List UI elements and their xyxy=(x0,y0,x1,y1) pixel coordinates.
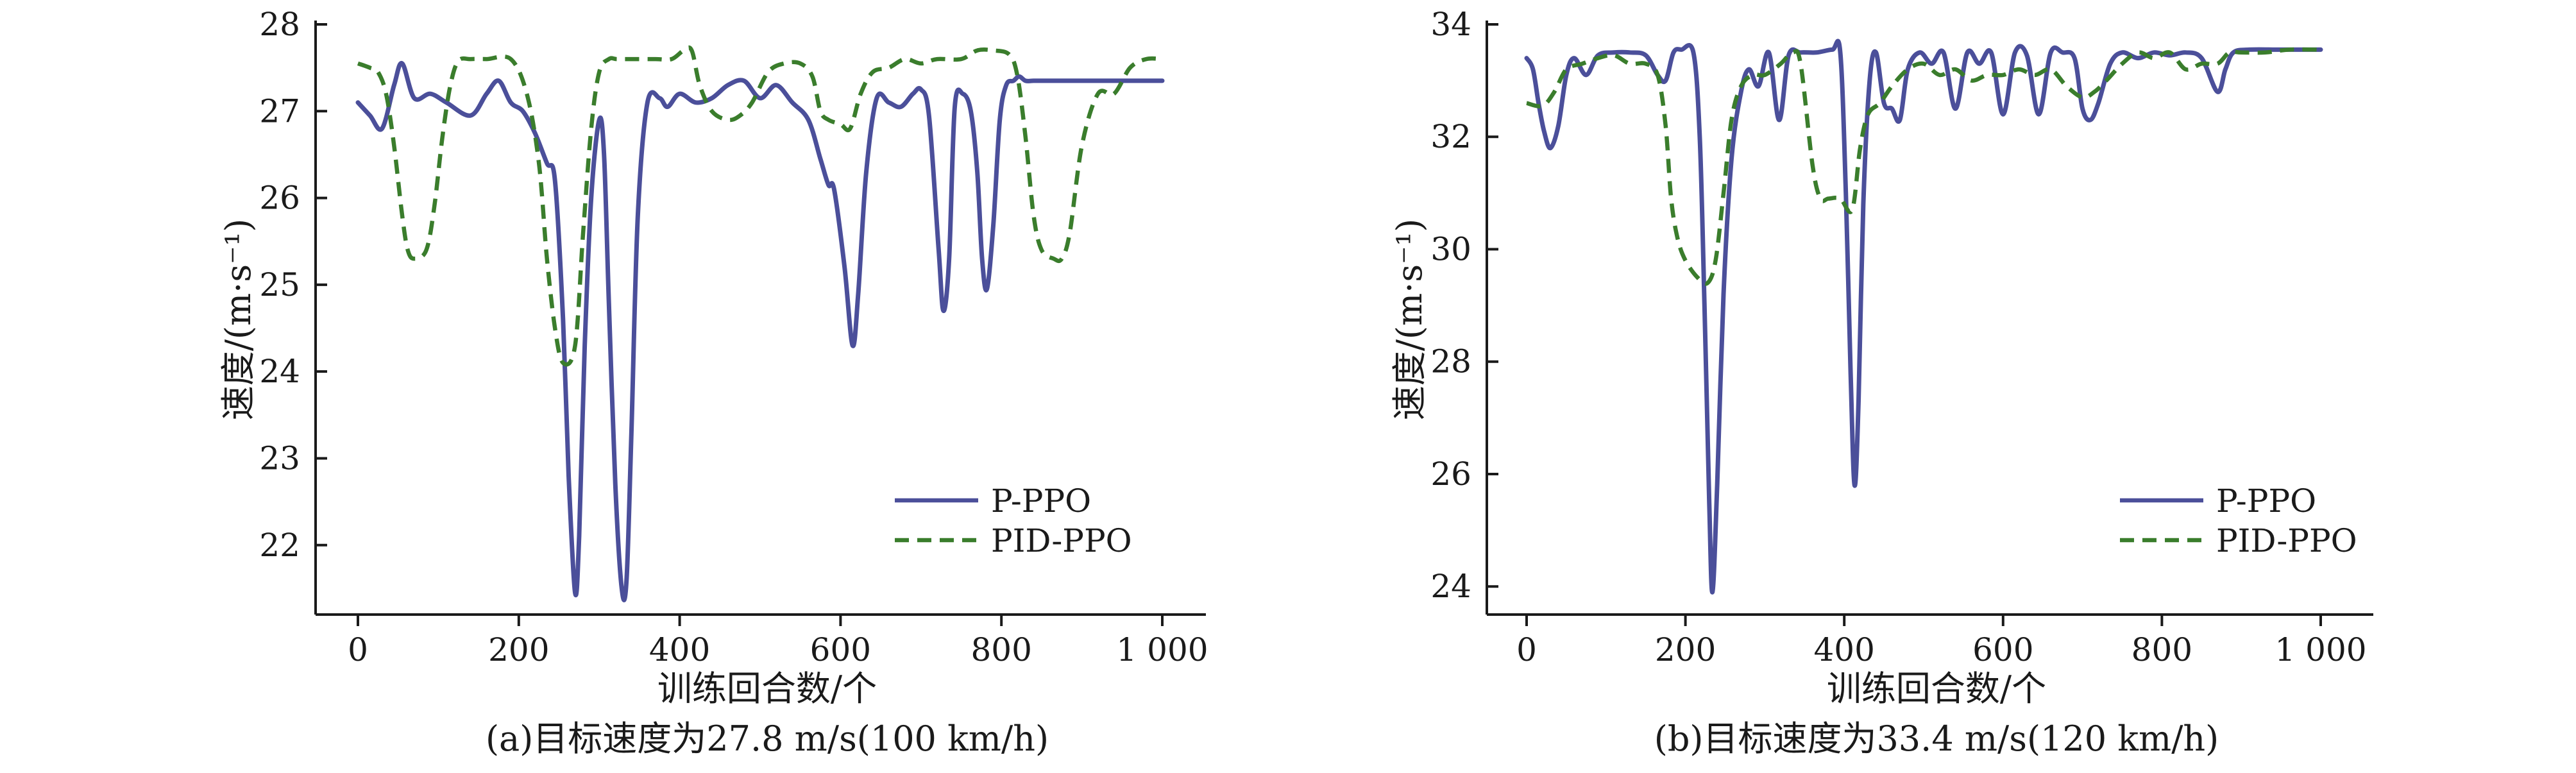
x-tick-label: 600 xyxy=(810,631,871,668)
x-tick-label: 800 xyxy=(2131,631,2192,668)
y-tick-label: 28 xyxy=(259,6,300,43)
y-tick-label: 24 xyxy=(1430,568,1471,605)
series-line-p-ppo xyxy=(1524,38,2323,595)
y-tick-label: 34 xyxy=(1430,6,1471,43)
legend-label: P-PPO xyxy=(991,482,1091,520)
figure-caption: (a)目标速度为27.8 m/s(100 km/h) xyxy=(486,718,1049,759)
x-tick-label: 1 000 xyxy=(2275,631,2366,668)
series-line-pid-ppo xyxy=(1526,47,2321,286)
y-axis-label: 速度/(m·s⁻¹) xyxy=(218,219,258,421)
x-axis-label: 训练回合数/个 xyxy=(1827,668,2046,709)
y-tick-label: 32 xyxy=(1430,118,1471,155)
y-tick-label: 25 xyxy=(259,266,300,303)
series-line-p-ppo xyxy=(355,61,1165,602)
y-tick-label: 26 xyxy=(1430,455,1471,493)
y-axis-label: 速度/(m·s⁻¹) xyxy=(1389,219,1430,421)
x-tick-label: 1 000 xyxy=(1116,631,1208,668)
chart-panel-b: 24 26 28 30 32 34 0 200 400 600 800 1 000 速度/(m·s⁻¹)… xyxy=(1389,6,2373,759)
y-tick-label: 27 xyxy=(259,92,300,130)
series-line-pid-ppo xyxy=(357,45,1163,367)
x-tick-label: 0 xyxy=(1516,631,1537,668)
x-tick-label: 200 xyxy=(1655,631,1716,668)
x-tick-label: 0 xyxy=(348,631,368,668)
y-tick-label: 30 xyxy=(1430,230,1471,268)
legend-label: PID-PPO xyxy=(991,522,1132,559)
y-tick-label: 23 xyxy=(259,439,300,477)
chart-panel-a: 22 23 24 25 26 27 28 0 200 400 600 800 1 000 速度/(m·s⁻… xyxy=(218,6,1208,759)
x-tick-label: 200 xyxy=(488,631,549,668)
x-axis-label: 训练回合数/个 xyxy=(657,668,877,709)
y-tick-label: 28 xyxy=(1430,343,1471,380)
x-tick-label: 800 xyxy=(970,631,1031,668)
x-tick-label: 400 xyxy=(1813,631,1874,668)
x-tick-label: 400 xyxy=(649,631,710,668)
y-tick-label: 24 xyxy=(259,353,300,390)
figure-caption: (b)目标速度为33.4 m/s(120 km/h) xyxy=(1654,718,2219,759)
y-tick-label: 22 xyxy=(259,527,300,564)
legend-label: P-PPO xyxy=(2216,482,2316,520)
x-tick-label: 600 xyxy=(1972,631,2033,668)
legend-label: PID-PPO xyxy=(2216,522,2357,559)
y-tick-label: 26 xyxy=(259,180,300,217)
